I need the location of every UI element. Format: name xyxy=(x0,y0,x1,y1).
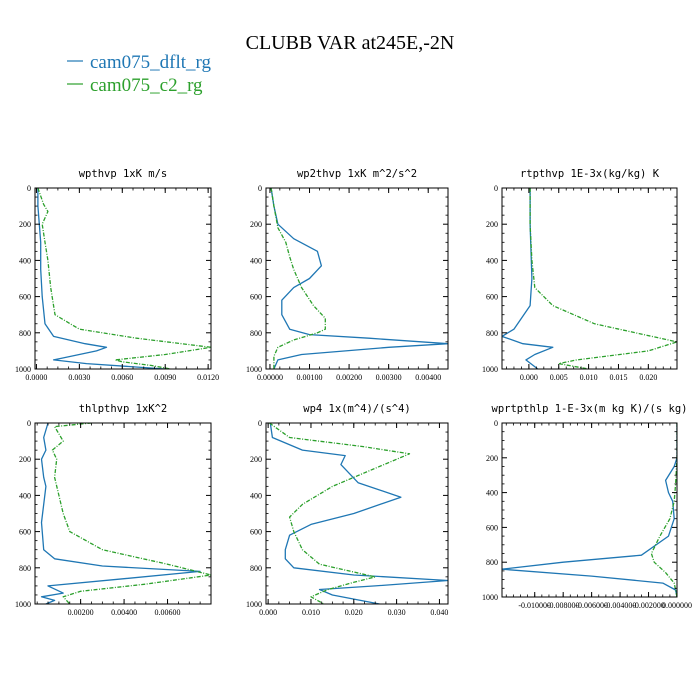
panel-title: wpthvp 1xK m/s xyxy=(79,168,168,180)
y-tick-label: 600 xyxy=(250,293,262,302)
panel-title: wp2thvp 1xK m^2/s^2 xyxy=(297,168,417,180)
series-line-dflt xyxy=(502,423,677,597)
y-tick-label: 0 xyxy=(494,419,498,428)
x-tick-label: 0.00100 xyxy=(297,373,323,382)
panel-title: wprtpthlp 1-E-3x(m kg K)/(s kg) xyxy=(492,403,688,415)
y-tick-label: 0 xyxy=(27,419,31,428)
x-tick-label: 0.000 xyxy=(259,608,277,617)
y-tick-label: 200 xyxy=(250,220,262,229)
y-tick-label: 1000 xyxy=(15,600,31,609)
panel-5: wp4 1x(m^4)/(s^4) 0 200 400 600 800 10000.000 0… xyxy=(246,403,449,617)
x-tick-label: 0.00600 xyxy=(155,608,181,617)
y-tick-label: 1000 xyxy=(15,365,31,374)
x-tick-label: 0.0030 xyxy=(68,373,90,382)
x-tick-label: 0.005 xyxy=(550,373,568,382)
y-tick-label: 600 xyxy=(250,528,262,537)
x-tick-label: -0.010000 xyxy=(518,601,551,610)
panel-3: rtpthvp 1E-3x(kg/kg) K 0 200 400 600 800 1000 0… xyxy=(482,168,678,382)
y-tick-label: 1000 xyxy=(482,365,498,374)
x-tick-label: -0.006000 xyxy=(575,601,608,610)
y-tick-label: 400 xyxy=(19,256,31,265)
panel-title: rtpthvp 1E-3x(kg/kg) K xyxy=(520,168,660,180)
y-tick-label: 400 xyxy=(250,256,262,265)
y-tick-label: 800 xyxy=(250,564,262,573)
y-tick-label: 600 xyxy=(19,293,31,302)
y-tick-label: 400 xyxy=(250,491,262,500)
x-tick-label: 0.040 xyxy=(430,608,448,617)
y-tick-label: 0 xyxy=(27,184,31,193)
x-tick-label: 0.015 xyxy=(609,373,627,382)
x-tick-label: 0.030 xyxy=(388,608,406,617)
series-line-c2 xyxy=(51,423,211,604)
y-tick-label: 1000 xyxy=(246,600,262,609)
series-line-c2 xyxy=(269,423,411,604)
y-tick-label: 200 xyxy=(250,455,262,464)
series-line-dflt xyxy=(37,188,166,369)
series-line-dflt xyxy=(40,423,201,604)
y-tick-label: 0 xyxy=(494,184,498,193)
legend-label-c2: cam075_c2_rg xyxy=(90,75,203,96)
y-tick-label: 400 xyxy=(486,489,498,498)
x-tick-label: 0.020 xyxy=(639,373,657,382)
plot-frame xyxy=(501,187,678,370)
plot-frame xyxy=(265,422,449,605)
x-tick-label: 0.0090 xyxy=(154,373,176,382)
x-tick-label: 0.020 xyxy=(345,608,363,617)
x-tick-label: 0.000000 xyxy=(662,601,692,610)
panel-title: wp4 1x(m^4)/(s^4) xyxy=(303,403,410,415)
x-tick-label: 0.00400 xyxy=(111,608,137,617)
figure-title: CLUBB VAR at245E,-2N xyxy=(246,32,455,54)
y-tick-label: 200 xyxy=(486,454,498,463)
series-line-dflt xyxy=(270,188,448,369)
y-tick-label: 1000 xyxy=(482,593,498,602)
y-tick-label: 600 xyxy=(19,528,31,537)
legend: cam075_dflt_rg cam075_c2_rg xyxy=(67,52,212,96)
x-tick-label: 0.00300 xyxy=(376,373,402,382)
y-tick-label: 0 xyxy=(258,184,262,193)
series-line-c2 xyxy=(37,188,211,369)
x-tick-label: 0.0000 xyxy=(25,373,47,382)
y-tick-label: 800 xyxy=(19,564,31,573)
x-tick-label: 0.000 xyxy=(520,373,538,382)
x-tick-label: -0.002000 xyxy=(632,601,665,610)
y-tick-label: 200 xyxy=(19,455,31,464)
x-tick-label: 0.010 xyxy=(580,373,598,382)
x-tick-label: 0.00200 xyxy=(68,608,94,617)
y-tick-label: 0 xyxy=(258,419,262,428)
y-tick-label: 800 xyxy=(250,329,262,338)
panel-4: thlpthvp 1xK^2 0 200 400 600 800 1000 0.00200 0.… xyxy=(15,403,212,617)
y-tick-label: 600 xyxy=(486,523,498,532)
series-line-c2 xyxy=(529,188,677,369)
x-tick-label: 0.00400 xyxy=(415,373,441,382)
series-line-c2 xyxy=(270,188,326,369)
y-tick-label: 800 xyxy=(19,329,31,338)
panel-1: wpthvp 1xK m/s 0 200 400 600 800 10000.0000 0.0… xyxy=(15,168,219,382)
x-tick-label: 0.00200 xyxy=(336,373,362,382)
y-tick-label: 1000 xyxy=(246,365,262,374)
y-tick-label: 200 xyxy=(19,220,31,229)
series-line-dflt xyxy=(502,188,554,369)
y-tick-label: 800 xyxy=(486,558,498,567)
x-tick-label: 0.0060 xyxy=(111,373,133,382)
panel-6: wprtpthlp 1-E-3x(m kg K)/(s kg) 0 200 400 60… xyxy=(482,403,692,610)
x-tick-label: -0.004000 xyxy=(604,601,637,610)
panel-title: thlpthvp 1xK^2 xyxy=(79,403,168,415)
panel-2: wp2thvp 1xK m^2/s^2020040060080010000.00… xyxy=(246,168,449,382)
y-tick-label: 600 xyxy=(486,293,498,302)
y-tick-label: 400 xyxy=(19,491,31,500)
x-tick-label: -0.008000 xyxy=(547,601,580,610)
x-tick-label: 0.0120 xyxy=(197,373,219,382)
plot-frame xyxy=(34,187,212,370)
series-line-dflt xyxy=(269,423,448,604)
y-tick-label: 200 xyxy=(486,220,498,229)
y-tick-label: 800 xyxy=(486,329,498,338)
y-tick-label: 400 xyxy=(486,256,498,265)
legend-label-dflt: cam075_dflt_rg xyxy=(90,52,212,73)
x-tick-label: 0.010 xyxy=(302,608,320,617)
plot-frame xyxy=(34,422,212,605)
x-tick-label: 0.00000 xyxy=(257,373,283,382)
